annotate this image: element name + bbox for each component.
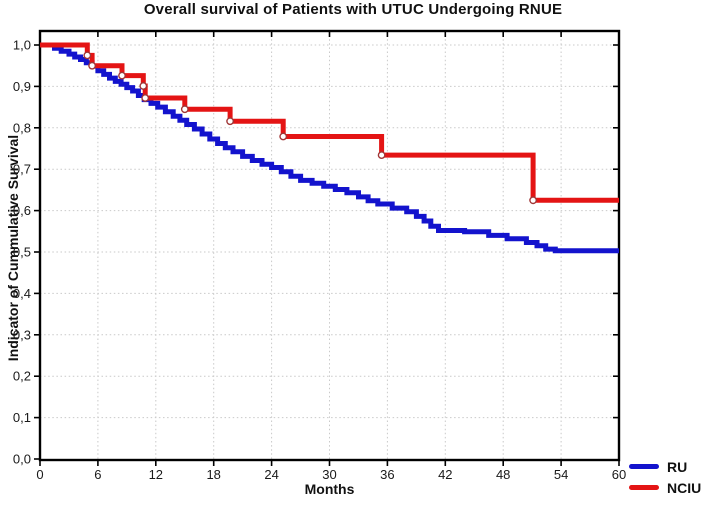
event-marker-circle — [226, 117, 235, 126]
y-tick-label: 0,4 — [13, 286, 31, 301]
x-tick-label: 6 — [94, 467, 101, 482]
gridlines — [40, 31, 619, 460]
x-tick-label: 36 — [380, 467, 394, 482]
y-tick-label: 0,9 — [13, 79, 31, 94]
x-tick-label: 12 — [149, 467, 163, 482]
legend: RU NCIU — [629, 456, 701, 498]
series-nciu — [40, 42, 619, 203]
x-tick-label: 24 — [264, 467, 278, 482]
legend-line-ru — [629, 464, 659, 469]
event-marker-circle — [118, 71, 126, 80]
axis-ticks — [34, 31, 620, 466]
y-tick-label: 0,5 — [13, 245, 31, 260]
y-tick-label: 0,1 — [13, 410, 31, 425]
event-marker-circle — [529, 196, 537, 205]
event-marker-circle — [377, 151, 386, 160]
y-tick-label: 0,8 — [13, 120, 31, 135]
y-tick-label: 0,6 — [13, 203, 31, 218]
x-tick-labels: 0 6 12 18 24 30 36 42 48 54 60 — [36, 467, 626, 482]
y-tick-label: 0,2 — [13, 369, 31, 384]
legend-row-ru: RU — [629, 456, 701, 477]
x-tick-label: 48 — [496, 467, 510, 482]
legend-line-nciu — [629, 485, 659, 490]
event-marker-circle — [279, 132, 288, 141]
event-marker-circle — [83, 51, 92, 60]
chart-title: Overall survival of Patients with UTUC U… — [143, 1, 563, 18]
y-tick-label: 0,3 — [13, 327, 31, 342]
legend-label-ru: RU — [667, 458, 688, 475]
y-tick-label: 0,0 — [13, 452, 31, 467]
legend-label-nciu: NCIU — [667, 479, 702, 496]
x-tick-label: 30 — [322, 467, 336, 482]
x-tick-label: 54 — [554, 467, 568, 482]
event-marker-circle — [141, 94, 150, 102]
y-tick-label: 0,7 — [13, 162, 31, 177]
event-marker-circle — [139, 82, 148, 90]
x-tick-label: 0 — [36, 467, 43, 482]
event-marker-circle — [88, 61, 97, 70]
legend-row-nciu: NCIU — [629, 477, 701, 498]
series-ru — [40, 42, 619, 254]
x-tick-label: 18 — [206, 467, 220, 482]
event-marker-circle — [180, 105, 189, 114]
x-tick-label: 42 — [438, 467, 452, 482]
x-tick-label: 60 — [612, 467, 626, 482]
y-tick-labels: 1,0 0,9 0,8 0,7 0,6 0,5 0,4 0,3 0,2 0,1 0,0 — [13, 38, 31, 467]
x-axis-title: Months — [304, 481, 355, 497]
event-markers — [83, 51, 537, 205]
y-tick-label: 1,0 — [13, 38, 31, 53]
